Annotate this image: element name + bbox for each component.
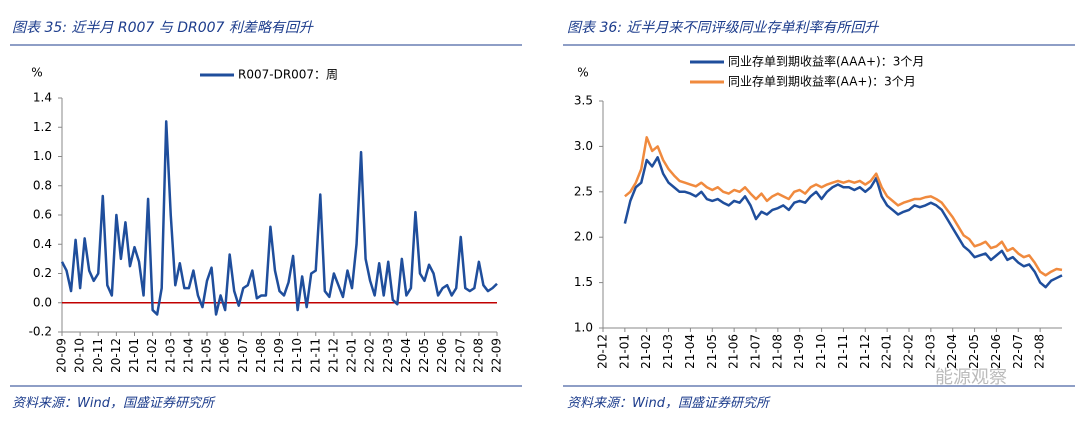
x-tick-label: 22-05 <box>967 334 981 369</box>
x-tick-label: 22-05 <box>417 338 431 373</box>
x-tick-label: 21-08 <box>770 334 784 369</box>
y-tick-label: 1.2 <box>33 120 52 134</box>
x-tick-label: 22-08 <box>1033 334 1047 369</box>
x-tick-label: 21-03 <box>661 334 675 369</box>
x-tick-label: 21-02 <box>639 334 653 369</box>
x-tick-label: 21-12 <box>858 334 872 369</box>
x-tick-label: 20-12 <box>596 334 610 369</box>
source: 资料来源：Wind，国盛证券研究所 <box>12 395 216 411</box>
y-tick-label: 0.0 <box>33 295 52 309</box>
legend-label: 同业存单到期收益率(AA+)：3个月 <box>728 74 916 89</box>
x-tick-label: 21-09 <box>792 334 806 369</box>
source: 资料来源：Wind，国盛证券研究所 <box>567 395 771 411</box>
y-tick-label: 0.2 <box>33 266 52 280</box>
x-tick-label: 21-01 <box>617 334 631 369</box>
chart-title: 图表 35: 近半月 R007 与 DR007 利差略有回升 <box>12 20 314 36</box>
x-tick-label: 22-08 <box>471 338 485 373</box>
x-tick-label: 21-11 <box>308 338 322 373</box>
y-tick-label: 0.6 <box>33 208 52 222</box>
x-tick-label: 20-10 <box>73 338 87 373</box>
y-tick-label: 1.5 <box>574 275 593 289</box>
y-tick-label: 3.0 <box>574 139 593 153</box>
y-tick-label: 0.4 <box>33 237 52 251</box>
x-tick-label: 22-01 <box>345 338 359 373</box>
x-tick-label: 21-06 <box>218 338 232 373</box>
x-tick-label: 21-07 <box>236 338 250 373</box>
x-tick-label: 21-04 <box>683 334 697 369</box>
x-tick-label: 22-04 <box>945 334 959 369</box>
chart-title: 图表 36: 近半月来不同评级同业存单利率有所回升 <box>567 20 879 36</box>
series-line <box>624 136 1063 277</box>
x-tick-label: 21-08 <box>254 338 268 373</box>
y-unit: % <box>31 66 42 80</box>
x-tick-label: 21-12 <box>326 338 340 373</box>
x-tick-label: 22-02 <box>363 338 377 373</box>
y-tick-label: 2.0 <box>574 230 593 244</box>
x-tick-label: 20-12 <box>109 338 123 373</box>
x-tick-label: 21-04 <box>181 338 195 373</box>
y-tick-label: 1.4 <box>33 91 52 105</box>
x-tick-label: 21-10 <box>814 334 828 369</box>
x-tick-label: 21-03 <box>163 338 177 373</box>
x-tick-label: 20-09 <box>55 338 69 373</box>
y-tick-label: 0.8 <box>33 178 52 192</box>
x-tick-label: 21-05 <box>705 334 719 369</box>
x-tick-label: 22-04 <box>399 338 413 373</box>
x-tick-label: 22-01 <box>880 334 894 369</box>
x-tick-label: 22-02 <box>902 334 916 369</box>
y-tick-label: 1.0 <box>574 321 593 335</box>
x-tick-label: 21-07 <box>749 334 763 369</box>
y-tick-label: 2.5 <box>574 184 593 198</box>
x-tick-label: 22-09 <box>490 338 504 373</box>
x-tick-label: 21-09 <box>272 338 286 373</box>
legend-label: R007-DR007：周 <box>238 68 338 82</box>
x-tick-label: 22-03 <box>381 338 395 373</box>
x-tick-label: 22-07 <box>453 338 467 373</box>
x-tick-label: 21-10 <box>290 338 304 373</box>
x-tick-label: 21-01 <box>127 338 141 373</box>
x-tick-label: 22-06 <box>435 338 449 373</box>
series-line <box>60 120 498 316</box>
x-tick-label: 21-05 <box>200 338 214 373</box>
x-tick-label: 22-07 <box>1011 334 1025 369</box>
y-tick-label: 1.0 <box>33 149 52 163</box>
legend-label: 同业存单到期收益率(AAA+)：3个月 <box>728 54 924 69</box>
x-tick-label: 22-03 <box>923 334 937 369</box>
y-unit: % <box>577 66 588 80</box>
x-tick-label: 21-02 <box>145 338 159 373</box>
y-tick-label: 3.5 <box>574 94 593 108</box>
x-tick-label: 21-06 <box>727 334 741 369</box>
watermark: 能源观察 <box>935 367 1007 388</box>
series-line <box>623 156 1063 289</box>
x-tick-label: 20-11 <box>91 338 105 373</box>
y-tick-label: -0.2 <box>29 325 52 339</box>
x-tick-label: 22-06 <box>989 334 1003 369</box>
x-tick-label: 21-11 <box>836 334 850 369</box>
